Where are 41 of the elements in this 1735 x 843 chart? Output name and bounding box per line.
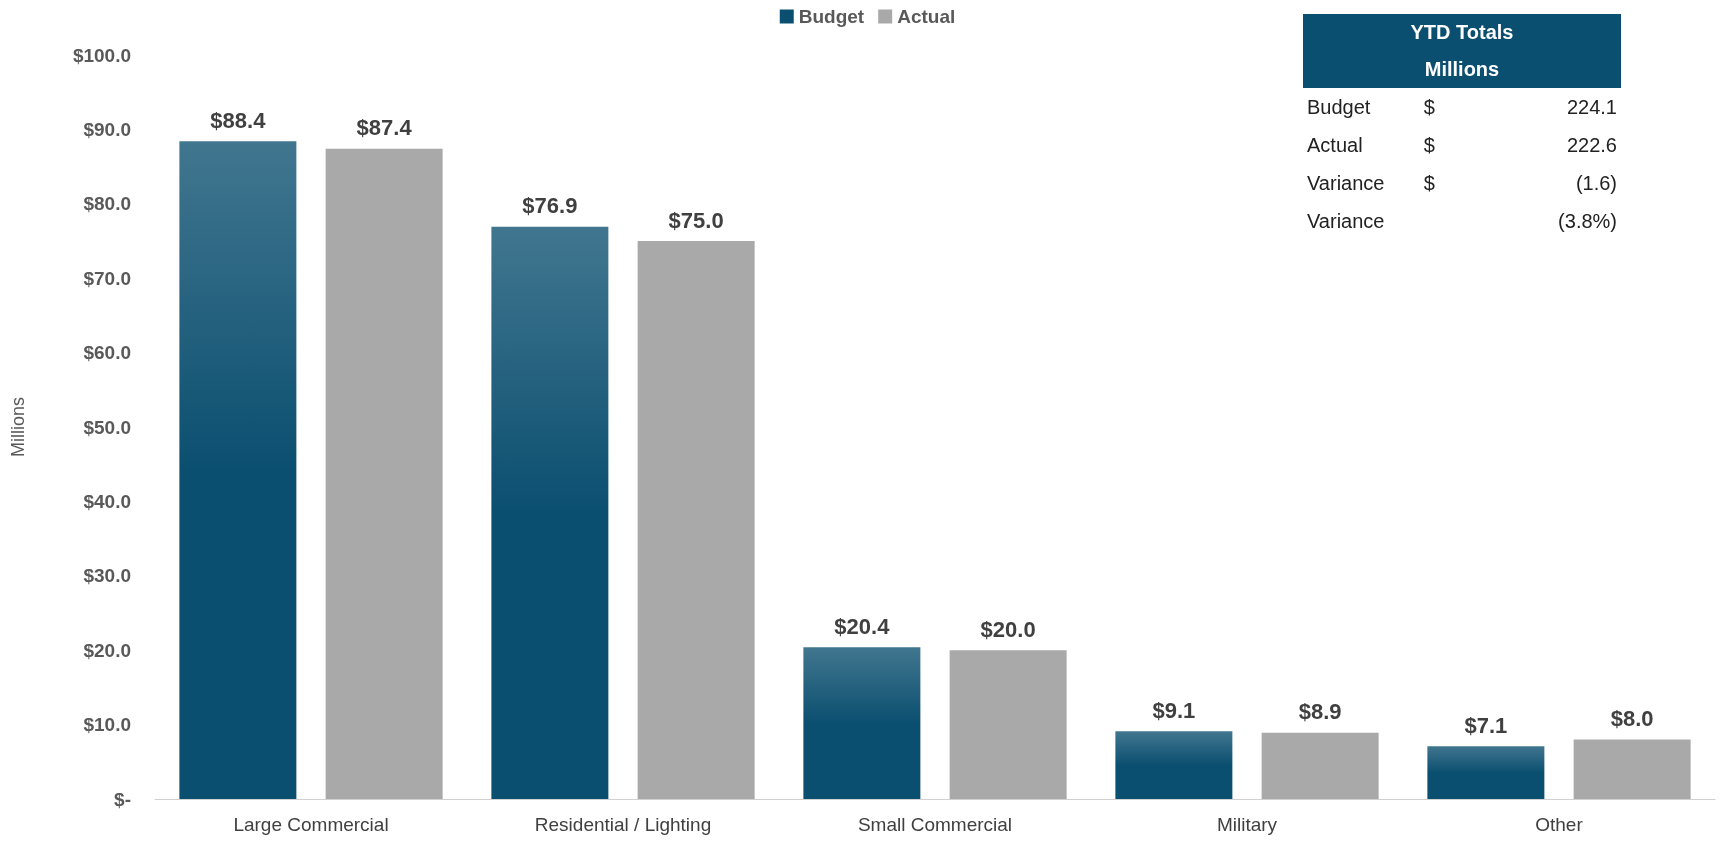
x-tick-label: Large Commercial [233,814,389,835]
y-tick-label: $60.0 [83,342,131,364]
y-tick-label: $30.0 [83,565,131,587]
data-label: $7.1 [1464,712,1508,738]
x-tick-label: Military [1216,814,1278,835]
y-tick-label: $100.0 [72,44,131,66]
bar [1261,732,1379,799]
bar [803,647,921,799]
data-label: $20.4 [834,613,891,639]
bar [637,241,755,799]
x-tick-label: Small Commercial [857,814,1013,835]
bar [179,141,297,799]
y-tick-label: $90.0 [83,118,131,140]
y-tick-label: $40.0 [83,490,131,512]
annotation: Millions [1303,51,1621,88]
y-tick-label: $80.0 [83,193,131,215]
data-label: $75.0 [668,207,724,233]
legend-label: Budget [798,6,865,27]
legend-label: Actual [897,6,956,27]
bar [1115,731,1233,799]
data-label: $88.4 [210,107,267,133]
y-tick-label: $20.0 [83,639,131,661]
data-label: $76.9 [522,193,578,219]
data-label: $20.0 [980,616,1036,642]
y-axis-title: Millions [8,396,28,458]
data-label: $8.0 [1610,705,1654,731]
data-label: $9.1 [1152,697,1196,723]
x-tick-label: Residential / Lighting [534,814,712,835]
bar [1573,739,1691,799]
bar [325,148,443,799]
y-tick-label: $70.0 [83,267,131,289]
y-tick-label: $10.0 [83,714,131,736]
bar [491,226,609,799]
y-tick-label: $50.0 [83,416,131,438]
bar [1427,746,1545,799]
bar [949,650,1067,799]
totals-table: YTD Totals Millions Budget $ 224.1 Actual $ 222.6 Variance $ (1.6) Variance (3.8%) [1303,14,1621,240]
data-label: $8.9 [1298,699,1342,725]
data-label: $87.4 [356,115,413,141]
y-tick-label: $- [114,788,131,810]
x-tick-label: Other [1535,814,1584,835]
